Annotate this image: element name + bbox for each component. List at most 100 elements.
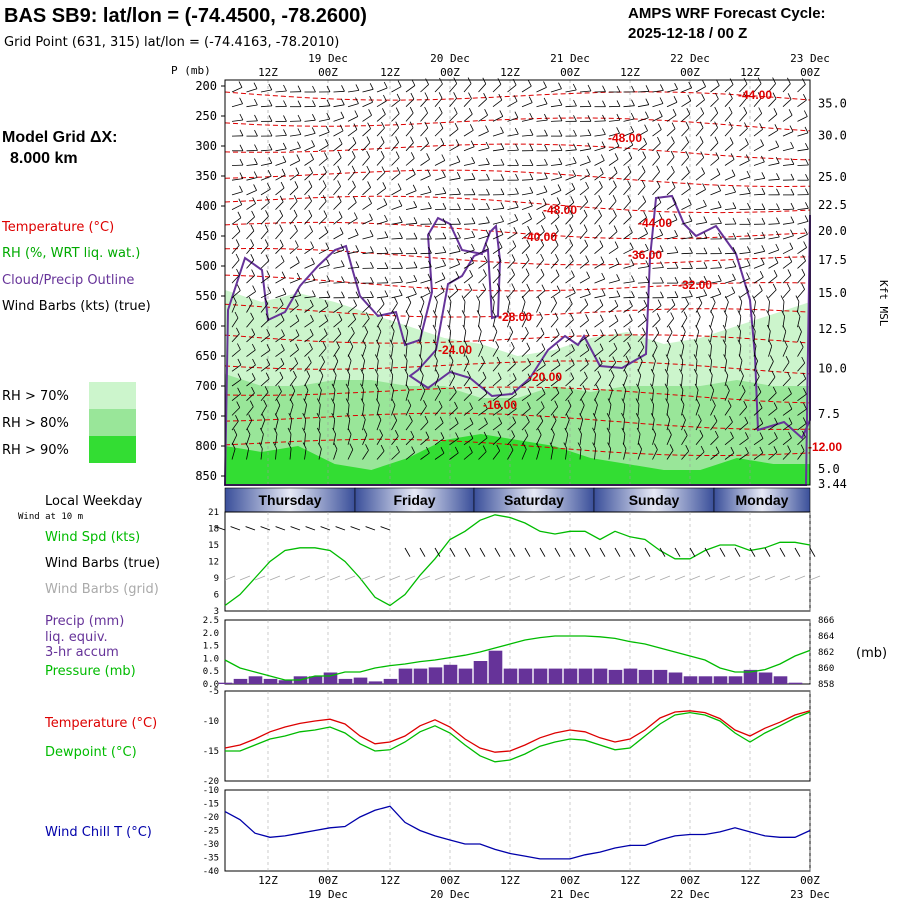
true-wind-barb bbox=[290, 526, 301, 531]
wind-barb-flag bbox=[293, 195, 298, 202]
wind-barb-flag bbox=[498, 388, 503, 395]
wind-barb-flag bbox=[369, 83, 374, 90]
wind-barb bbox=[304, 186, 313, 196]
wind-barb-flag bbox=[703, 216, 708, 223]
wind-barb-flag bbox=[407, 399, 412, 406]
wind-barb-flag bbox=[732, 217, 737, 225]
wind-barb-flag bbox=[558, 129, 563, 137]
wind-barb bbox=[434, 265, 446, 269]
grid-wind-barb bbox=[719, 575, 731, 581]
wind-barb-flag bbox=[537, 296, 542, 303]
wind-barb bbox=[681, 450, 690, 460]
panel-frame bbox=[224, 690, 811, 782]
height-tick-label: 35.0 bbox=[818, 97, 847, 111]
wind-barb bbox=[782, 248, 793, 255]
wind-barb bbox=[623, 404, 626, 416]
wind-barb-flag bbox=[440, 138, 445, 145]
wind-barb bbox=[275, 433, 278, 445]
wind-barb-flag bbox=[428, 232, 432, 240]
wind-barb bbox=[594, 448, 596, 460]
wind-barb-flag bbox=[360, 398, 365, 405]
temperature-contour bbox=[224, 247, 811, 266]
panel-tick-label: -20 bbox=[203, 777, 219, 787]
wind-barb bbox=[391, 189, 402, 196]
wind-barb bbox=[463, 113, 473, 122]
wind-barb-flag bbox=[514, 111, 519, 118]
wind-barb bbox=[536, 231, 545, 240]
wind-barb-flag bbox=[333, 442, 338, 450]
wind-barb-flag bbox=[621, 398, 626, 405]
wind-barb-flag bbox=[635, 398, 640, 405]
wind-barb-flag bbox=[500, 143, 505, 150]
wind-barb-flag bbox=[569, 224, 573, 231]
wind-barb-flag bbox=[776, 173, 780, 180]
wind-barb bbox=[275, 90, 287, 93]
wind-barb bbox=[565, 433, 569, 445]
wind-barb bbox=[797, 164, 809, 166]
wind-barb bbox=[492, 450, 501, 460]
precip-bar bbox=[773, 676, 788, 684]
wind-barb-flag bbox=[557, 184, 562, 191]
wind-barb bbox=[333, 171, 342, 181]
wind-barb-flag bbox=[638, 355, 643, 362]
grid-wind-barb bbox=[569, 575, 581, 581]
wind-barb bbox=[231, 317, 239, 328]
wind-barb bbox=[333, 389, 336, 401]
wind-barb-flag bbox=[656, 313, 661, 320]
wind-barb-flag bbox=[598, 224, 603, 232]
wind-barb bbox=[521, 317, 528, 328]
wind-barb-flag bbox=[658, 110, 663, 117]
weekday-cell bbox=[224, 487, 356, 513]
wind-barb-flag bbox=[340, 260, 345, 267]
wind-barb-flag bbox=[326, 85, 331, 93]
wind-barb-flag bbox=[306, 370, 311, 377]
wind-barb bbox=[507, 193, 519, 196]
wind-barb-flag bbox=[656, 151, 661, 158]
wind-barb-flag bbox=[803, 402, 807, 410]
wind-barb bbox=[608, 348, 618, 357]
wind-barb-flag bbox=[805, 158, 809, 166]
wind-barb bbox=[347, 404, 350, 416]
wind-barb bbox=[449, 177, 461, 181]
wind-barb-flag bbox=[353, 299, 357, 306]
wind-barb bbox=[304, 362, 312, 372]
wind-barb bbox=[420, 98, 429, 107]
wind-barb bbox=[347, 103, 359, 108]
wind-barb-flag bbox=[672, 109, 677, 116]
wind-barb-flag bbox=[578, 427, 582, 435]
panel-tick-label: 1.0 bbox=[203, 654, 219, 664]
wind-barb bbox=[710, 360, 712, 372]
wind-barb bbox=[449, 407, 458, 416]
wind-barb-flag bbox=[396, 93, 401, 101]
wind-barb-flag bbox=[483, 431, 488, 439]
wind-barb-flag bbox=[660, 291, 664, 298]
wind-barb bbox=[695, 316, 701, 328]
wind-barb bbox=[420, 292, 431, 299]
wind-barb bbox=[637, 217, 647, 225]
wind-barb bbox=[347, 305, 357, 313]
wind-barb-flag bbox=[374, 354, 379, 361]
wind-barb-flag bbox=[602, 100, 606, 107]
wind-barb bbox=[724, 112, 733, 122]
temperature-contour-label: -44.00 bbox=[738, 88, 772, 102]
wind-barb-flag bbox=[365, 444, 369, 451]
wind-barb-flag bbox=[281, 271, 286, 278]
wind-barb bbox=[304, 390, 309, 401]
wind-barb bbox=[681, 303, 689, 313]
wind-barb-flag bbox=[788, 431, 792, 439]
wind-barb-flag bbox=[293, 370, 297, 378]
wind-barb bbox=[753, 391, 762, 401]
wind-barb bbox=[507, 363, 516, 372]
wind-barb-flag bbox=[432, 310, 437, 317]
panel-tick-label: -10 bbox=[203, 786, 219, 796]
wind-barb-flag bbox=[804, 228, 808, 235]
wind-barb-flag bbox=[645, 98, 650, 105]
wind-barb-flag bbox=[471, 156, 476, 164]
wind-barb bbox=[231, 245, 240, 254]
wind-barb bbox=[376, 296, 388, 299]
wind-barb-flag bbox=[551, 428, 555, 435]
wind-barb bbox=[652, 142, 661, 152]
wind-barb-flag bbox=[652, 354, 656, 361]
wind-barb bbox=[565, 230, 573, 240]
wind-barb-flag bbox=[584, 298, 589, 305]
